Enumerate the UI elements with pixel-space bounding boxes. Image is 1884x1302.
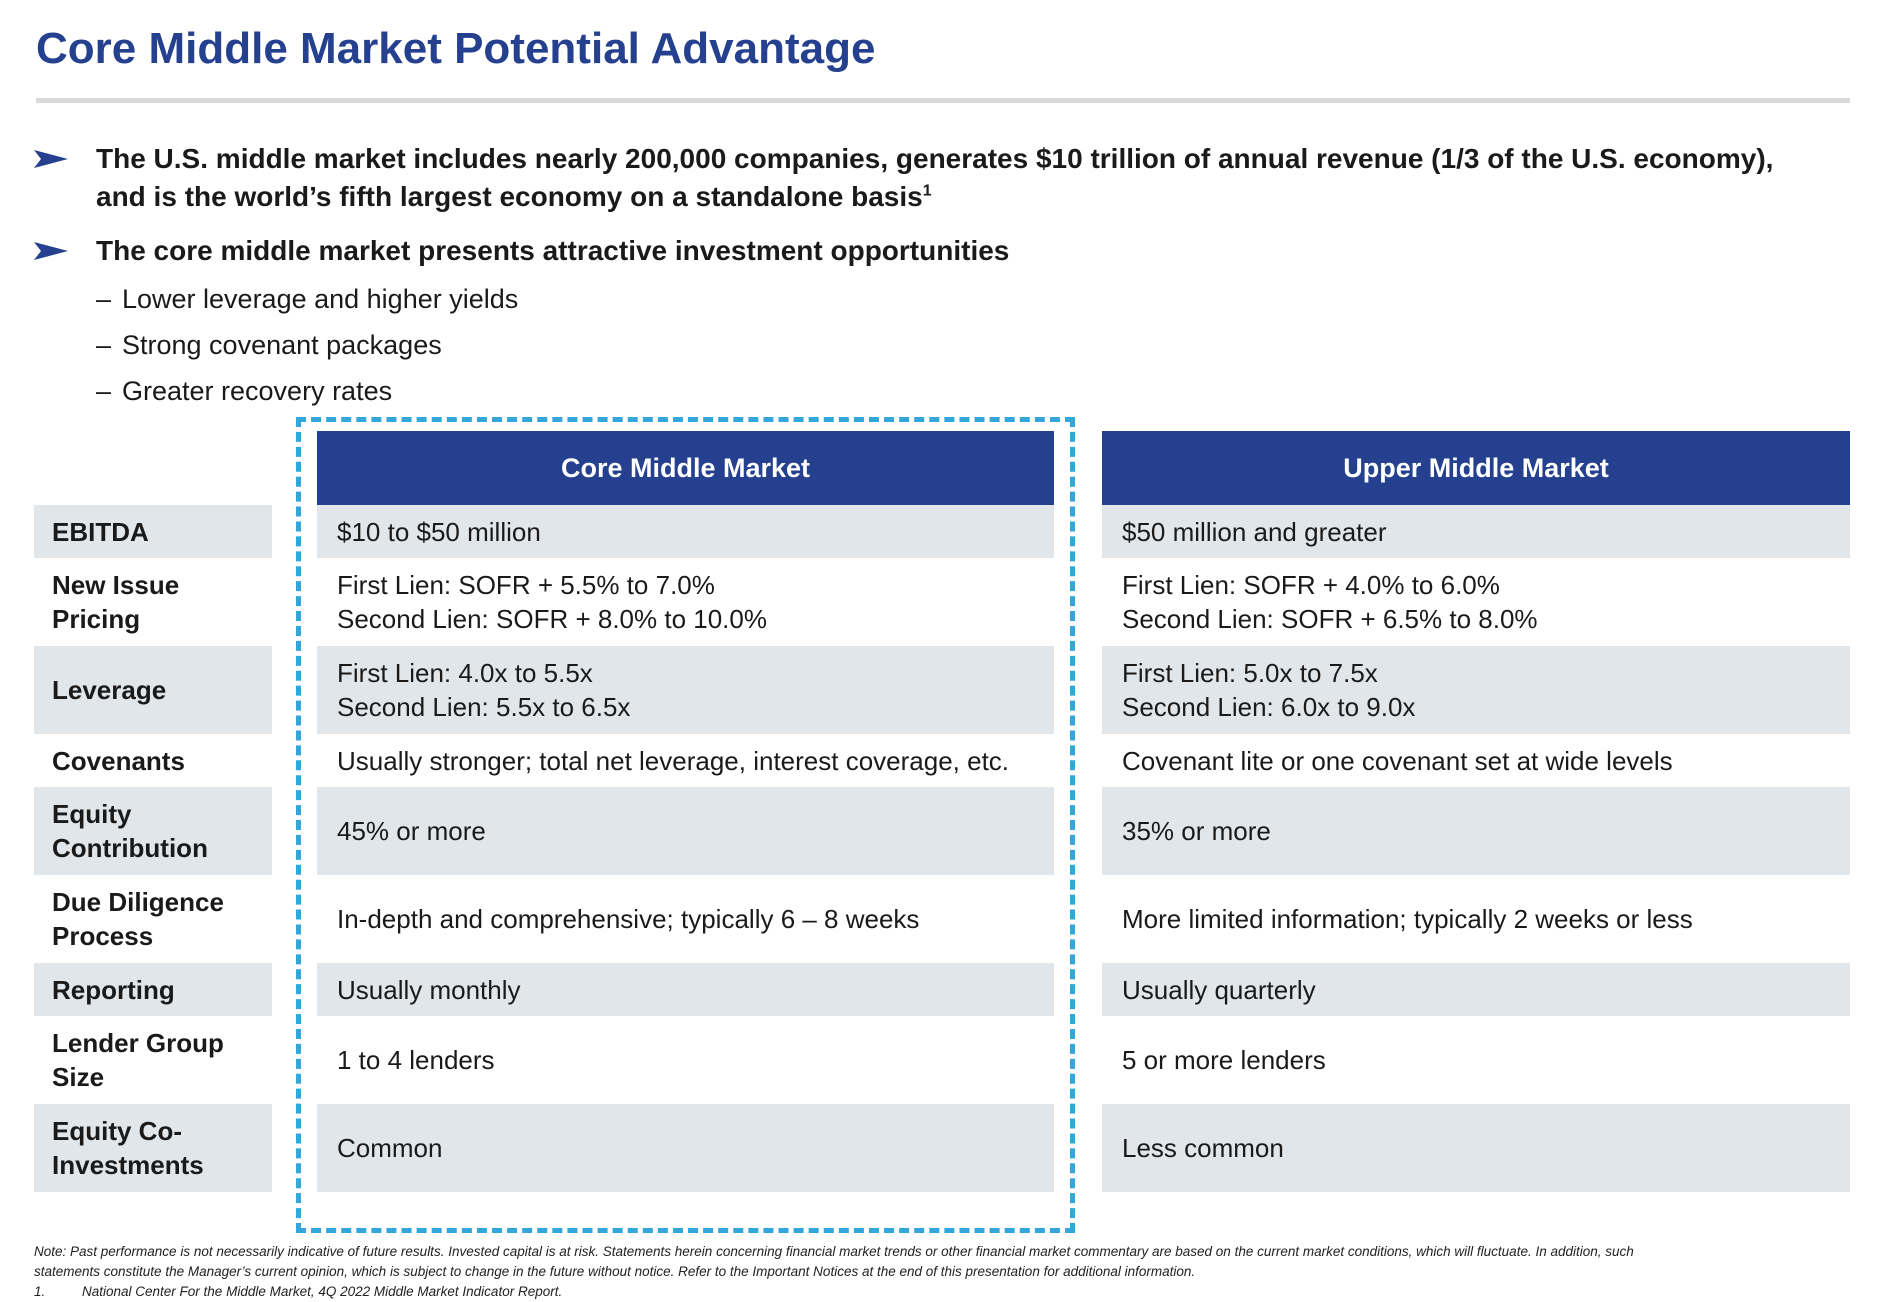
- sub-bullet-list: – Lower leverage and higher yields – Stron…: [96, 276, 1834, 414]
- upper-cell-ebitda: $50 million and greater: [1102, 505, 1850, 558]
- bullet-text: The core middle market presents attracti…: [96, 235, 1010, 266]
- row-label-covenants: Covenants: [52, 745, 185, 776]
- upper-cell-reporting: Usually quarterly: [1102, 963, 1850, 1016]
- upper-cell-leverage: First Lien: 5.0x to 7.5x Second Lien: 6.0…: [1102, 646, 1850, 734]
- row-label-equity-contribution: Equity Contribution: [34, 787, 272, 875]
- disclaimer-note: Note: Past performance is not necessaril…: [34, 1242, 1844, 1302]
- bullet-item: The core middle market presents attracti…: [34, 232, 1834, 270]
- upper-cell-covenants: Covenant lite or one covenant set at wid…: [1122, 745, 1673, 776]
- row-label-reporting: Reporting: [34, 963, 272, 1016]
- core-cell-due-diligence: In-depth and comprehensive; typically 6 …: [337, 904, 920, 934]
- row-label-leverage: Leverage: [34, 646, 272, 734]
- core-cell-reporting: Usually monthly: [317, 963, 1054, 1016]
- footnote-ref: 1: [922, 182, 932, 200]
- upper-cell-co-investments: Less common: [1102, 1104, 1850, 1192]
- core-cell-pricing: First Lien: SOFR + 5.5% to 7.0% Second Li…: [337, 570, 767, 634]
- bullet-text: The U.S. middle market includes nearly 2…: [96, 143, 1774, 212]
- upper-cell-pricing: First Lien: SOFR + 4.0% to 6.0% Second Li…: [1122, 570, 1538, 634]
- page-title: Core Middle Market Potential Advantage: [36, 24, 876, 73]
- core-cell-lender-group: 1 to 4 lenders: [337, 1045, 495, 1075]
- arrow-bullet-icon: [34, 150, 68, 168]
- row-label-new-issue-pricing: New Issue Pricing: [52, 570, 180, 634]
- footnote: 1. National Center For the Middle Market,…: [34, 1284, 563, 1299]
- sub-bullet-item: – Lower leverage and higher yields: [96, 284, 519, 314]
- upper-cell-lender-group: 5 or more lenders: [1122, 1045, 1326, 1075]
- core-cell-equity-contribution: 45% or more: [317, 787, 1054, 875]
- row-label-equity-co-investments: Equity Co- Investments: [34, 1104, 272, 1192]
- column-header-core: Core Middle Market: [317, 431, 1054, 505]
- core-cell-leverage: First Lien: 4.0x to 5.5x Second Lien: 5.5…: [317, 646, 1054, 734]
- upper-cell-due-diligence: More limited information; typically 2 we…: [1122, 904, 1693, 934]
- row-label-lender-group-size: Lender Group Size: [52, 1028, 224, 1092]
- sub-bullet-item: – Greater recovery rates: [96, 376, 393, 406]
- upper-cell-equity-contribution: 35% or more: [1102, 787, 1850, 875]
- core-highlight-dashed-box: [296, 417, 1075, 1233]
- core-cell-co-investments: Common: [317, 1104, 1054, 1192]
- title-divider: [36, 98, 1850, 103]
- core-cell-ebitda: $10 to $50 million: [317, 505, 1054, 558]
- core-cell-covenants: Usually stronger; total net leverage, in…: [337, 745, 1010, 776]
- arrow-bullet-icon: [34, 242, 68, 260]
- bullet-item: The U.S. middle market includes nearly 2…: [34, 140, 1834, 216]
- row-label-due-diligence: Due Diligence Process: [52, 887, 224, 951]
- column-header-upper: Upper Middle Market: [1102, 431, 1850, 505]
- sub-bullet-item: – Strong covenant packages: [96, 330, 442, 360]
- bullet-list: The U.S. middle market includes nearly 2…: [34, 140, 1834, 414]
- row-label-ebitda: EBITDA: [34, 505, 272, 558]
